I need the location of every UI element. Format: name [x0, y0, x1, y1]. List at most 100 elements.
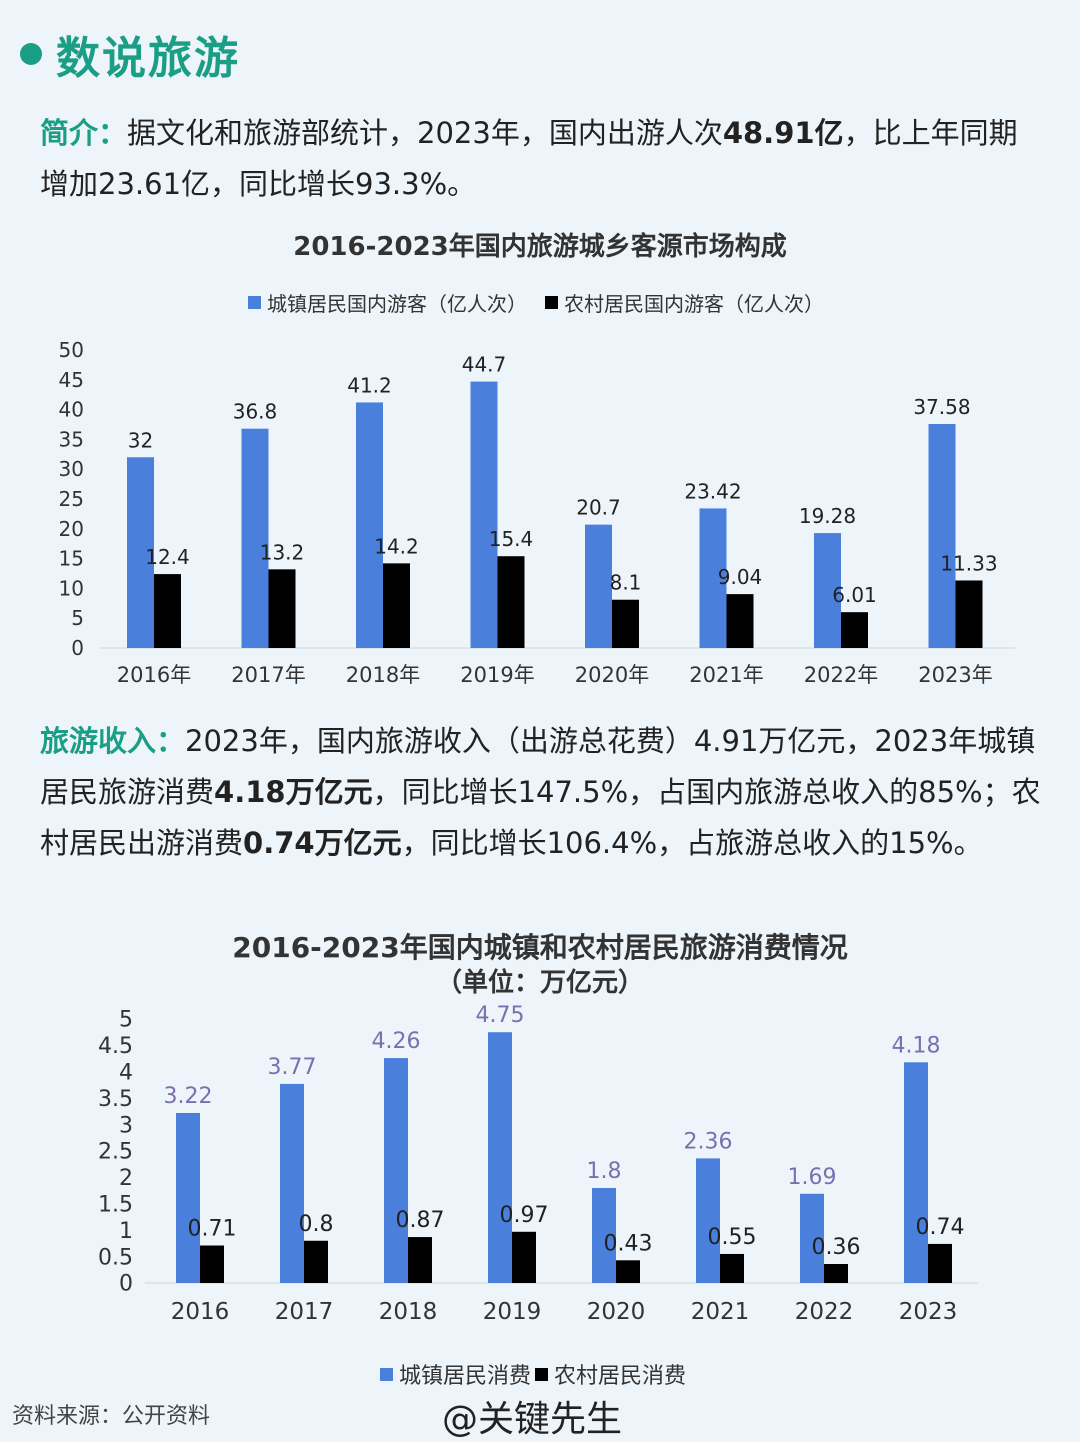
- chart2-title: 2016-2023年国内城镇和农村居民旅游消费情况: [232, 931, 848, 964]
- x-category-label: 2023年: [918, 663, 992, 687]
- chart1-legend-urban: 城镇居民国内游客（亿人次）: [248, 288, 527, 317]
- urban-bar: [176, 1112, 200, 1283]
- chart2-subtitle: （单位：万亿元）: [435, 968, 644, 998]
- urban-value-label: 36.8: [233, 400, 278, 424]
- income-bold-1: 4.18万亿元: [214, 775, 373, 809]
- intro-paragraph: 简介：据文化和旅游部统计，2023年，国内出游人次48.91亿，比上年同期增加2…: [40, 108, 1045, 210]
- y-tick-label: 0.5: [98, 1245, 133, 1270]
- urban-value-label: 2.36: [684, 1129, 733, 1154]
- urban-bar: [904, 1062, 928, 1283]
- x-category-label: 2019: [483, 1299, 542, 1325]
- chart1-legend-rural: 农村居民国内游客（亿人次）: [545, 288, 824, 317]
- page-title: 数说旅游: [56, 33, 240, 84]
- rural-bar: [512, 1231, 536, 1283]
- urban-bar: [356, 402, 383, 648]
- intro-text-1: 据文化和旅游部统计，2023年，国内出游人次: [127, 116, 723, 150]
- y-tick-label: 25: [59, 487, 84, 511]
- urban-bar: [592, 1187, 616, 1283]
- urban-value-label: 41.2: [347, 373, 392, 397]
- income-text-1: 2023年，国内旅游收入（出游总花费）4.91万亿元，2023年城镇居民旅游消费: [40, 724, 1036, 809]
- rural-bar: [955, 580, 983, 648]
- rural-value-label: 11.33: [940, 551, 997, 575]
- rural-bar: [304, 1240, 328, 1283]
- y-tick-label: 10: [59, 576, 84, 600]
- rural-value-label: 0.55: [708, 1225, 757, 1250]
- intro-text-2: ，比上年同期增加23.61亿，同比增长93.3%。: [40, 116, 1018, 201]
- urban-bar: [585, 524, 612, 648]
- rural-bar: [268, 569, 296, 648]
- x-category-label: 2018年: [346, 663, 420, 687]
- source-note: 资料来源：公开资料: [12, 1404, 211, 1429]
- rural-value-label: 0.74: [916, 1215, 965, 1240]
- chart2-plot: 00.511.522.533.544.55 3.22 0.71 2016 3.77 0.8…: [98, 1003, 978, 1325]
- rural-value-label: 0.71: [188, 1217, 237, 1242]
- income-paragraph: 旅游收入：2023年，国内旅游收入（出游总花费）4.91万亿元，2023年城镇居…: [40, 716, 1045, 869]
- rural-bar: [612, 599, 639, 648]
- chart1-legend-urban-label: 城镇居民国内游客（亿人次）: [267, 292, 527, 316]
- chart2-legend-rural-label: 农村居民消费: [554, 1364, 687, 1389]
- y-tick-label: 5: [71, 606, 84, 630]
- y-tick-label: 3.5: [98, 1087, 133, 1112]
- urban-bar: [814, 533, 841, 648]
- rural-bar: [928, 1243, 952, 1283]
- rural-bar: [841, 612, 868, 648]
- urban-value-label: 1.69: [788, 1165, 837, 1190]
- urban-bar: [800, 1193, 824, 1283]
- page-header: 数说旅游: [20, 22, 240, 86]
- rural-value-label: 13.2: [260, 540, 305, 564]
- urban-value-label: 32: [128, 428, 153, 452]
- x-category-label: 2018: [379, 1299, 438, 1325]
- urban-value-label: 44.7: [462, 353, 507, 377]
- intro-label: 简介：: [40, 116, 128, 150]
- x-category-label: 2017: [275, 1299, 334, 1325]
- rural-value-label: 14.2: [374, 534, 419, 558]
- income-label: 旅游收入：: [40, 724, 186, 758]
- urban-bar: [699, 508, 727, 648]
- x-category-label: 2021年: [689, 663, 763, 687]
- y-tick-label: 20: [59, 517, 84, 541]
- rural-value-label: 8.1: [610, 571, 642, 595]
- urban-swatch-icon: [380, 1367, 393, 1381]
- y-tick-label: 50: [59, 338, 84, 362]
- urban-bar: [127, 457, 154, 648]
- urban-bar: [696, 1158, 720, 1283]
- y-tick-label: 4.5: [98, 1034, 133, 1059]
- x-category-label: 2019年: [460, 663, 534, 687]
- urban-value-label: 3.77: [268, 1055, 317, 1080]
- rural-value-label: 15.4: [489, 527, 534, 551]
- x-category-label: 2020: [587, 1299, 646, 1325]
- income-text-3: ，同比增长106.4%，占旅游总收入的15%。: [401, 826, 983, 860]
- urban-bar: [488, 1032, 512, 1283]
- x-category-label: 2022年: [804, 663, 878, 687]
- chart2-legend-urban: 城镇居民消费: [380, 1358, 531, 1390]
- rural-value-label: 0.87: [396, 1208, 445, 1233]
- rural-bar: [497, 556, 525, 648]
- y-tick-label: 35: [59, 427, 84, 451]
- y-tick-label: 2.5: [98, 1140, 133, 1165]
- x-category-label: 2016: [171, 1299, 230, 1325]
- rural-value-label: 0.97: [500, 1203, 549, 1228]
- urban-value-label: 4.18: [892, 1033, 941, 1058]
- y-tick-label: 1: [119, 1219, 133, 1244]
- y-tick-label: 0: [119, 1272, 133, 1297]
- y-tick-label: 4: [119, 1061, 133, 1086]
- x-category-label: 2017年: [231, 663, 305, 687]
- urban-bar: [928, 424, 956, 648]
- urban-bar: [470, 381, 498, 648]
- intro-bold-1: 48.91亿: [722, 116, 844, 150]
- urban-value-label: 19.28: [799, 504, 856, 528]
- urban-bar: [280, 1083, 304, 1283]
- income-text-2: ，同比增长147.5%，占国内旅游总收入的85%；农村居民出游消费: [40, 775, 1041, 860]
- chart1-legend-rural-label: 农村居民国内游客（亿人次）: [564, 292, 824, 316]
- bullet-dot-icon: [20, 43, 42, 65]
- y-tick-label: 3: [119, 1113, 133, 1138]
- rural-bar: [200, 1245, 224, 1283]
- urban-value-label: 1.8: [587, 1159, 622, 1184]
- rural-bar: [383, 563, 410, 648]
- chart2-legend-urban-label: 城镇居民消费: [399, 1364, 532, 1389]
- income-bold-2: 0.74万亿元: [243, 826, 402, 860]
- urban-value-label: 3.22: [164, 1084, 213, 1109]
- y-tick-label: 1.5: [98, 1193, 133, 1218]
- x-category-label: 2020年: [575, 663, 649, 687]
- rural-value-label: 0.8: [299, 1212, 334, 1237]
